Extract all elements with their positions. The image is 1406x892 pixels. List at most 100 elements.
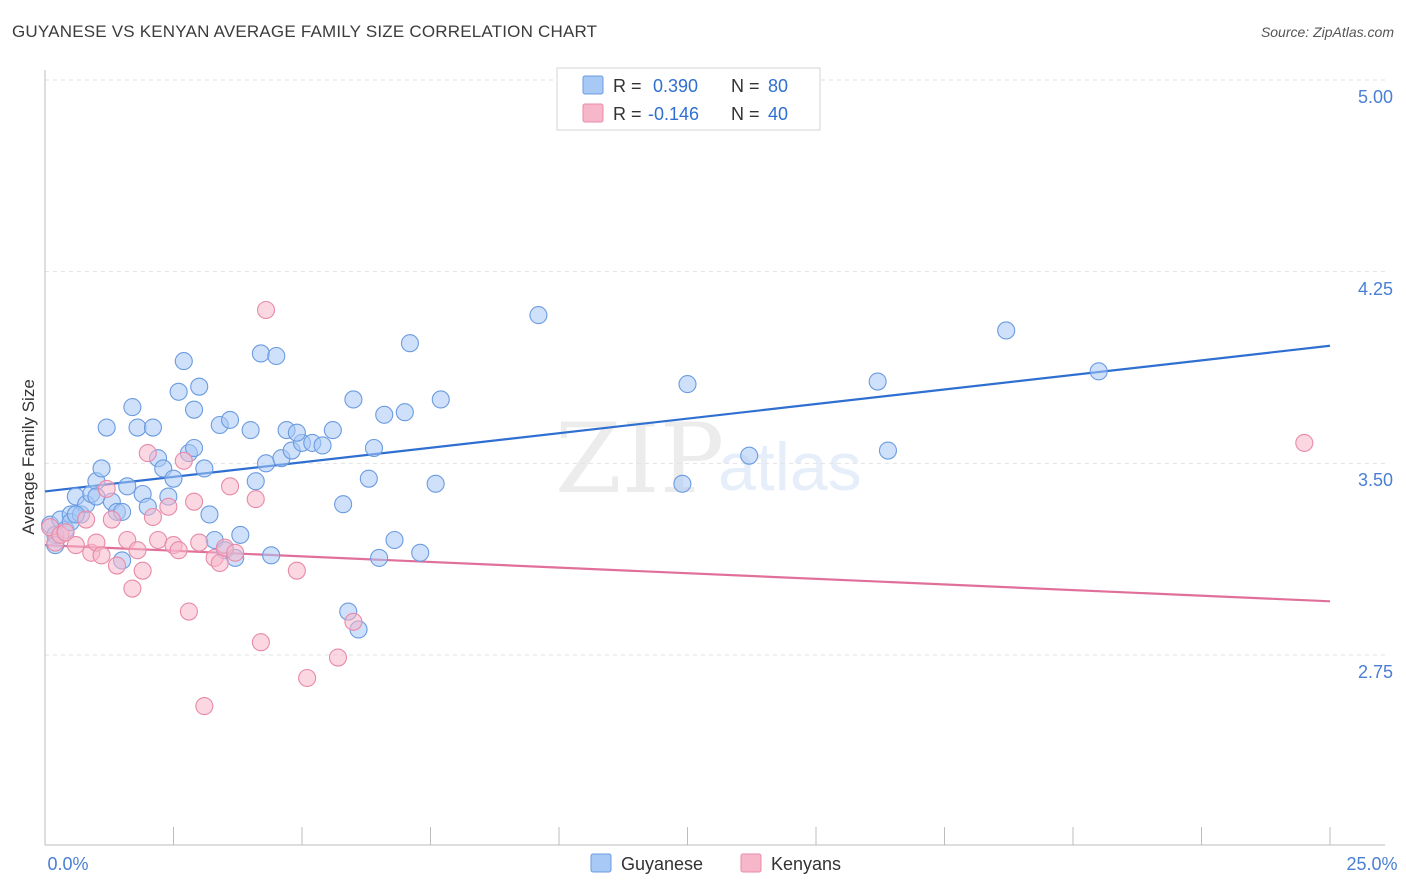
kenyan-n-value: 40 — [768, 104, 788, 124]
kenyan-point-34 — [256, 300, 276, 320]
guyanese-point-54 — [344, 390, 363, 409]
kenyan-swatch — [582, 103, 604, 123]
kenyan-point-5 — [77, 510, 96, 529]
guyanese-point-60 — [385, 530, 404, 550]
guyanese-point-43 — [262, 546, 281, 565]
guyanese-point-61 — [395, 403, 414, 422]
y-tick-label-2-75: 2.75 — [1358, 662, 1393, 682]
guyanese-point-58 — [370, 548, 389, 567]
legend-kenyans-label: Kenyans — [771, 854, 841, 874]
guyanese-point-63 — [411, 543, 430, 562]
kenyan-point-15 — [133, 561, 152, 580]
guyanese-point-77 — [287, 423, 306, 442]
kenyan-point-33 — [251, 633, 270, 652]
guyanese-point-36 — [220, 410, 240, 429]
guyanese-point-67 — [673, 474, 692, 493]
kenyan-point-3 — [56, 523, 75, 542]
kenyan-point-37 — [328, 648, 348, 667]
guyanese-point-65 — [431, 390, 450, 409]
kenyan-point-4 — [66, 536, 85, 555]
guyanese-point-66 — [529, 306, 548, 325]
kenyan-point-24 — [185, 492, 204, 511]
guyanese-point-70 — [868, 372, 887, 391]
legend-guyanese-label: Guyanese — [621, 854, 703, 874]
kenyan-point-31 — [226, 543, 245, 562]
kenyan-point-30 — [220, 477, 240, 496]
guyanese-point-16 — [118, 477, 137, 496]
guyanese-point-18 — [128, 418, 147, 437]
guyanese-point-62 — [400, 334, 419, 353]
kenyan-n-label: N = — [731, 104, 760, 124]
guyanese-point-40 — [246, 472, 265, 491]
guyanese-point-51 — [323, 421, 342, 440]
guyanese-point-30 — [190, 377, 209, 396]
guyanese-point-56 — [359, 469, 378, 488]
x-tick-label-max: 25.0% — [1346, 854, 1397, 874]
guyanese-point-41 — [251, 344, 270, 363]
kenyan-point-28 — [210, 553, 229, 573]
guyanese-n-value: 80 — [768, 76, 788, 96]
guyanese-point-11 — [92, 459, 111, 478]
guyanese-r-label: R = — [613, 76, 642, 96]
kenyan-point-21 — [169, 541, 188, 560]
guyanese-swatch — [582, 75, 604, 95]
kenyan-point-38 — [344, 612, 363, 631]
guyanese-point-64 — [426, 474, 445, 493]
guyanese-point-76 — [185, 438, 204, 458]
kenyan-point-32 — [246, 490, 265, 509]
guyanese-point-57 — [364, 438, 384, 458]
kenyan-r-label: R = — [613, 104, 642, 124]
series-legend: Guyanese Kenyans — [590, 853, 841, 874]
gridlines — [45, 79, 1385, 656]
guyanese-point-25 — [164, 469, 183, 488]
legend-kenyans-swatch — [740, 853, 762, 873]
kenyan-point-16 — [138, 444, 157, 463]
watermark-atlas: atlas — [718, 429, 862, 505]
source-credit: Source: ZipAtlas.com — [1260, 24, 1394, 40]
y-tick-label-3-50: 3.50 — [1358, 470, 1393, 490]
guyanese-point-27 — [174, 352, 193, 371]
guyanese-point-50 — [313, 436, 332, 455]
kenyan-trendline — [44, 544, 1331, 603]
guyanese-point-31 — [195, 459, 214, 478]
kenyan-point-18 — [149, 530, 168, 550]
guyanese-r-value: 0.390 — [653, 76, 698, 96]
guyanese-point-17 — [123, 398, 142, 417]
kenyan-point-8 — [92, 546, 111, 565]
guyanese-point-42 — [256, 454, 276, 473]
guyanese-point-29 — [185, 400, 204, 419]
chart-title: GUYANESE VS KENYAN AVERAGE FAMILY SIZE C… — [12, 22, 598, 41]
y-tick-label-5-00: 5.00 — [1358, 87, 1393, 107]
legend-guyanese-swatch — [590, 853, 612, 873]
guyanese-n-label: N = — [731, 76, 760, 96]
guyanese-point-72 — [997, 321, 1016, 340]
kenyan-point-10 — [102, 510, 121, 529]
y-tick-label-4-25: 4.25 — [1358, 279, 1393, 299]
y-axis-label: Average Family Size — [19, 379, 38, 535]
guyanese-point-39 — [241, 421, 260, 440]
correlation-legend: R = 0.390 N = 80 R = -0.146 N = 40 — [556, 67, 821, 131]
kenyan-point-9 — [97, 479, 116, 498]
guyanese-point-44 — [267, 346, 286, 366]
axes — [44, 70, 1385, 846]
guyanese-point-69 — [740, 446, 759, 465]
kenyan-point-25 — [190, 533, 209, 552]
kenyan-point-22 — [174, 451, 193, 470]
kenyan-point-39 — [1295, 433, 1314, 452]
guyanese-point-71 — [878, 441, 898, 460]
kenyan-point-35 — [287, 561, 306, 580]
kenyan-point-13 — [123, 579, 142, 598]
x-tick-label-min: 0.0% — [47, 854, 88, 874]
guyanese-point-38 — [231, 525, 250, 544]
kenyan-r-value: -0.146 — [648, 104, 699, 124]
data-points — [41, 300, 1314, 716]
kenyan-point-19 — [159, 497, 178, 516]
kenyan-point-14 — [128, 541, 147, 560]
guyanese-point-52 — [334, 495, 353, 514]
kenyan-point-17 — [143, 507, 162, 527]
guyanese-point-12 — [97, 418, 116, 437]
guyanese-point-21 — [143, 418, 162, 437]
guyanese-point-68 — [678, 375, 697, 394]
kenyan-point-11 — [107, 556, 127, 575]
